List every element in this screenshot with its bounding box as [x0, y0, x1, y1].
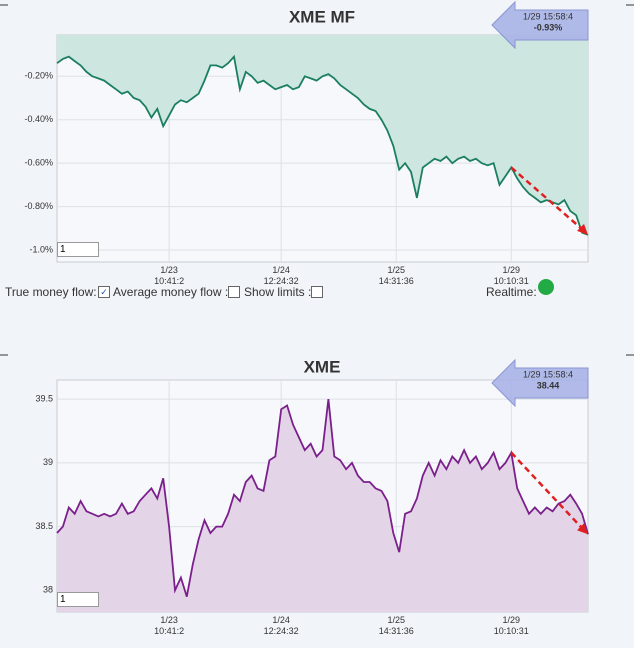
label: True money flow:: [5, 285, 97, 299]
x-tick-label: 1/25 14:31:36: [378, 265, 414, 286]
y-tick-label: 39: [43, 457, 53, 467]
callout: [491, 358, 589, 408]
callout-time: 1/29 15:58:4: [523, 11, 573, 21]
y-tick-label: -0.80%: [24, 201, 53, 211]
label: Average money flow :: [113, 285, 229, 299]
zoom-input[interactable]: 1: [57, 242, 99, 257]
y-tick-label: -0.20%: [24, 71, 53, 81]
y-tick-label: 39.5: [35, 393, 53, 403]
y-tick-label: -1.0%: [29, 244, 53, 254]
y-tick-label: 38: [43, 585, 53, 595]
trend-arrow-head: [577, 523, 588, 535]
callout-time: 1/29 15:58:4: [523, 369, 573, 379]
area-fill: [57, 35, 588, 235]
series-line: [56, 398, 589, 597]
callout-value: -0.93%: [534, 22, 563, 32]
checkbox[interactable]: [228, 286, 240, 298]
chart-title: XME: [304, 357, 341, 376]
realtime-indicator: [538, 279, 554, 295]
y-tick-label: -0.40%: [24, 114, 53, 124]
x-tick-label: 1/23 10:41:2: [154, 615, 185, 636]
trend-arrow-head: [577, 223, 588, 235]
series-line: [56, 54, 589, 236]
x-tick-label: 1/29 10:10:31: [493, 615, 529, 636]
label: Show limits :: [244, 285, 312, 299]
x-tick-label: 1/23 10:41:2: [154, 265, 185, 286]
x-tick-label: 1/29 10:10:31: [493, 265, 529, 286]
callout: [491, 0, 589, 50]
trend-arrow: [510, 451, 585, 532]
checkbox[interactable]: ✓: [98, 286, 110, 298]
x-tick-label: 1/25 14:31:36: [378, 615, 414, 636]
y-tick-label: 38.5: [35, 521, 53, 531]
trend-arrow: [510, 166, 585, 232]
label: Realtime:: [486, 285, 537, 299]
callout-value: 38.44: [537, 380, 560, 390]
x-tick-label: 1/24 12:24:32: [263, 615, 299, 636]
y-tick-label: -0.60%: [24, 158, 53, 168]
x-tick-label: 1/24 12:24:32: [263, 265, 299, 286]
chart-title: XME MF: [289, 7, 355, 26]
zoom-input[interactable]: 1: [57, 592, 99, 607]
checkbox[interactable]: [311, 286, 323, 298]
area-fill: [57, 399, 588, 612]
